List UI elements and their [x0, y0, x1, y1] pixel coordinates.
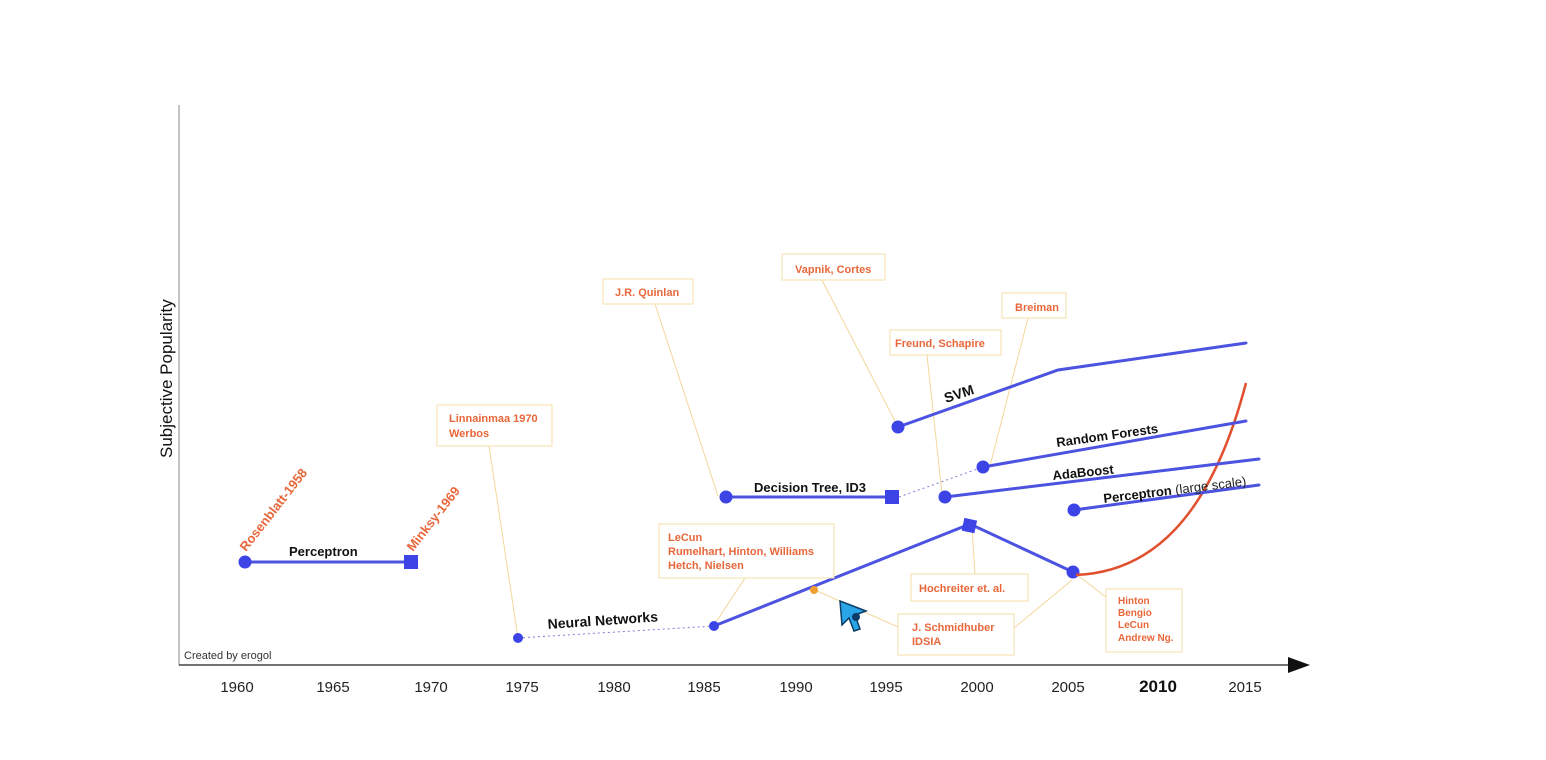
random-forests-line [981, 419, 1248, 469]
annotation-box-breiman [1001, 292, 1067, 319]
annotation-linnainmaa-line1: Linnainmaa 1970 [449, 413, 538, 425]
annotation-linnainmaa-line2: Werbos [449, 428, 489, 440]
annotation-box-lecun [658, 523, 835, 579]
x-tick-1965: 1965 [316, 679, 349, 696]
adaboost-start-dot [938, 490, 952, 504]
annotation-box-quinlan [602, 278, 694, 305]
annotation-hinton-line1: Hinton [1118, 596, 1150, 607]
annotation-minsky: Minksy-1969 [404, 484, 463, 554]
annotation-box-freund [889, 329, 1002, 356]
neural-networks-dot-1985 [709, 621, 719, 631]
annotation-box-hinton [1105, 588, 1183, 653]
decision-tree-start-dot [719, 490, 733, 504]
leader-vapnik [821, 279, 898, 426]
x-tick-2010: 2010 [1139, 677, 1177, 696]
x-tick-1985: 1985 [687, 679, 720, 696]
random-forests-start-dot [976, 460, 990, 474]
leader-quinlan [654, 303, 719, 497]
annotation-lecun-line1: LeCun [668, 532, 703, 544]
annotation-lecun-line3: Hetch, Nielsen [668, 560, 744, 572]
leader-schmidhuber-2 [1013, 579, 1073, 629]
credit-text: Created by erogol [184, 650, 271, 662]
annotation-rosenblatt: Rosenblatt-1958 [237, 465, 311, 553]
x-tick-1970: 1970 [414, 679, 447, 696]
annotation-schmidhuber-line1: J. Schmidhuber [912, 622, 995, 634]
neural-networks-dot-1975 [513, 633, 523, 643]
perceptron-end-square [404, 555, 418, 569]
perceptron-large-line [1072, 483, 1261, 512]
x-tick-2000: 2000 [960, 679, 993, 696]
x-tick-1980: 1980 [597, 679, 630, 696]
neural-networks-label: Neural Networks [547, 608, 659, 632]
x-tick-2005: 2005 [1051, 679, 1084, 696]
x-tick-1960: 1960 [220, 679, 253, 696]
pointer-cursor-icon [839, 599, 869, 632]
neural-networks-dot-1991 [810, 586, 818, 594]
leader-hochreiter [971, 527, 976, 575]
leader-hinton [1075, 573, 1108, 599]
perceptron-start-dot [238, 555, 252, 569]
deep-learning-curve [1075, 382, 1248, 577]
annotation-box-linnainmaa [436, 404, 553, 447]
x-tick-1975: 1975 [505, 679, 538, 696]
y-axis-label: Subjective Popularity [157, 299, 176, 458]
annotation-box-schmidhuber [897, 613, 1015, 656]
decision-tree-end-square [885, 490, 899, 504]
leader-freund [926, 354, 943, 495]
annotation-quinlan: J.R. Quinlan [615, 287, 679, 299]
adaboost-label: AdaBoost [1052, 462, 1115, 483]
perceptron-large-label-suffix: (large scale) [1171, 474, 1247, 498]
svm-line [896, 341, 1248, 429]
annotation-hinton-line4: Andrew Ng. [1118, 633, 1174, 644]
svm-start-dot [891, 420, 905, 434]
annotation-lecun-line2: Rumelhart, Hinton, Williams [668, 546, 814, 558]
x-tick-1995: 1995 [869, 679, 902, 696]
annotation-vapnik: Vapnik, Cortes [795, 264, 871, 276]
x-axis-arrow [1288, 657, 1310, 673]
leader-breiman [989, 317, 1029, 467]
neural-networks-square-1998 [961, 517, 978, 534]
annotation-schmidhuber-line2: IDSIA [912, 636, 941, 648]
annotation-freund: Freund, Schapire [895, 338, 985, 350]
annotation-hinton-line3: LeCun [1118, 620, 1149, 631]
perceptron-large-start-dot [1067, 503, 1081, 517]
neural-networks-dot-2005 [1066, 565, 1080, 579]
perceptron-label: Perceptron [289, 544, 358, 559]
annotation-box-vapnik [781, 253, 886, 281]
x-tick-2015: 2015 [1228, 679, 1261, 696]
x-tick-1990: 1990 [779, 679, 812, 696]
annotation-hochreiter: Hochreiter et. al. [919, 583, 1005, 595]
leader-lecun [713, 577, 746, 626]
leader-linnainmaa [488, 445, 519, 639]
decision-tree-label: Decision Tree, ID3 [754, 480, 866, 495]
adaboost-line [943, 457, 1261, 499]
perceptron-large-label: Perceptron (large scale) [1103, 474, 1248, 506]
annotation-box-hochreiter [910, 573, 1029, 602]
annotation-breiman: Breiman [1015, 302, 1059, 314]
annotation-hinton-line2: Bengio [1118, 608, 1152, 619]
